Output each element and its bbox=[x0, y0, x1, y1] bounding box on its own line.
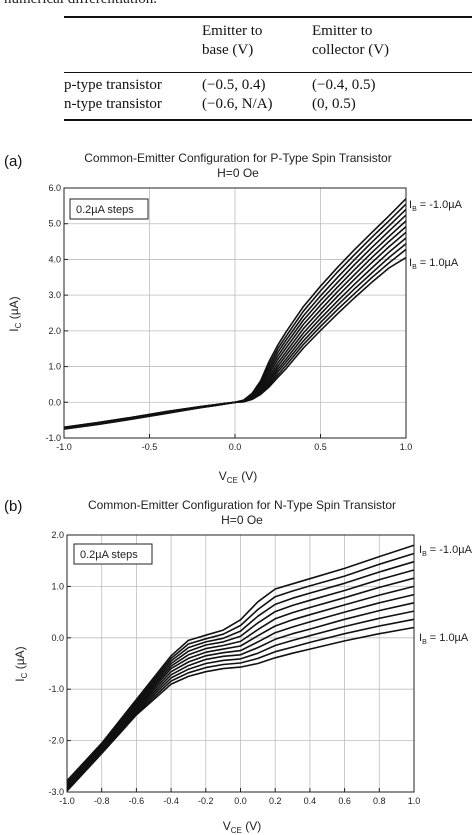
header-collector-line1: Emitter to bbox=[312, 23, 373, 39]
x-tick-label: 1.0 bbox=[400, 442, 413, 452]
chart-b-x-ticks: -1.0 -0.8 -0.6 -0.4 -0.2 0.0 0.2 0.4 0.6 0.8 1.0 bbox=[59, 788, 420, 806]
caption-fragment: numerical differentiation. bbox=[4, 0, 157, 8]
x-tick-label: 0.6 bbox=[338, 796, 351, 806]
chart-b-subtitle: H=0 Oe bbox=[221, 513, 263, 527]
y-tick-label: 2.0 bbox=[51, 530, 64, 540]
series-line-3 bbox=[66, 569, 415, 785]
header-base-line1: Emitter to bbox=[202, 23, 263, 39]
x-tick-label: 0.0 bbox=[229, 442, 242, 452]
table-bottom-rule bbox=[64, 119, 472, 121]
series-line-2 bbox=[66, 560, 415, 784]
chart-a-annotation-box bbox=[69, 198, 149, 220]
y-tick-label: -1.0 bbox=[45, 433, 61, 443]
x-tick-label: -0.4 bbox=[163, 796, 179, 806]
chart-a-annotation-text: 0.2µA steps bbox=[76, 204, 134, 216]
chart-b-y-ticks: -3.0 -2.0 -1.0 0.0 1.0 2.0 bbox=[48, 530, 71, 797]
chart-b-annotation: 0.2µA steps bbox=[73, 543, 153, 565]
chart-a-curve-label-top: IB = -1.0µA bbox=[409, 199, 463, 213]
row-n-base: (−0.6, N/A) bbox=[202, 96, 273, 112]
chart-a-series bbox=[63, 198, 407, 430]
row-n-label: n-type transistor bbox=[64, 96, 162, 112]
x-tick-label: -1.0 bbox=[56, 442, 72, 452]
chart-a-annotation: 0.2µA steps bbox=[69, 198, 149, 220]
y-tick-label: -3.0 bbox=[48, 787, 64, 797]
chart-a-curve-label-bottom: IB = 1.0µA bbox=[409, 257, 459, 271]
chart-a-subtitle: H=0 Oe bbox=[217, 166, 259, 180]
series-line-7 bbox=[66, 602, 415, 789]
chart-b-curve-label-bottom: IB = 1.0µA bbox=[419, 632, 469, 646]
chart-a-xlabel: VCE (V) bbox=[219, 469, 257, 485]
series-line-6 bbox=[66, 593, 415, 788]
series-line-5 bbox=[66, 585, 415, 787]
series-line-4 bbox=[66, 577, 415, 786]
table-top-rule bbox=[64, 16, 472, 18]
chart-b-ylabel: IC (µA) bbox=[13, 646, 29, 681]
y-tick-label: 0.0 bbox=[51, 633, 64, 643]
x-tick-label: 0.0 bbox=[234, 796, 247, 806]
row-p-base: (−0.5, 0.4) bbox=[202, 77, 266, 93]
y-tick-label: -1.0 bbox=[48, 684, 64, 694]
chart-a-title: Common-Emitter Configuration for P-Type … bbox=[84, 151, 391, 165]
chart-b-title: Common-Emitter Configuration for N-Type … bbox=[88, 498, 396, 512]
y-tick-label: 5.0 bbox=[48, 219, 61, 229]
chart-a-ylabel: IC (µA) bbox=[7, 296, 23, 331]
series-line-10 bbox=[66, 626, 415, 792]
y-tick-label: 4.0 bbox=[48, 254, 61, 264]
y-tick-label: 1.0 bbox=[48, 362, 61, 372]
series-line-10 bbox=[63, 256, 407, 430]
y-tick-label: 3.0 bbox=[48, 290, 61, 300]
series-line-1 bbox=[66, 552, 415, 783]
chart-b-annotation-box bbox=[73, 543, 153, 565]
chart-a-x-ticks: -1.0 -0.5 0.0 0.5 1.0 bbox=[56, 434, 412, 452]
x-tick-label: -0.2 bbox=[198, 796, 214, 806]
chart-b-xlabel: VCE (V) bbox=[223, 819, 261, 835]
table-mid-rule bbox=[64, 72, 472, 73]
x-tick-label: 0.4 bbox=[304, 796, 317, 806]
header-base-line2: base (V) bbox=[202, 42, 254, 58]
chart-a-y-ticks: -1.0 0.0 1.0 2.0 3.0 4.0 5.0 6.0 bbox=[45, 183, 68, 443]
chart-b-annotation-text: 0.2µA steps bbox=[80, 549, 138, 561]
series-line-8 bbox=[66, 610, 415, 790]
series-line-0 bbox=[66, 544, 415, 782]
y-tick-label: 6.0 bbox=[48, 183, 61, 193]
y-tick-label: -2.0 bbox=[48, 736, 64, 746]
x-tick-label: 0.8 bbox=[373, 796, 386, 806]
x-tick-label: 0.2 bbox=[269, 796, 282, 806]
y-tick-label: 2.0 bbox=[48, 326, 61, 336]
row-p-collector: (−0.4, 0.5) bbox=[312, 77, 376, 93]
x-tick-label: -1.0 bbox=[59, 796, 75, 806]
x-tick-label: -0.8 bbox=[94, 796, 110, 806]
panel-label-b: (b) bbox=[4, 498, 23, 515]
panel-label-a: (a) bbox=[4, 153, 23, 170]
x-tick-label: 0.5 bbox=[314, 442, 327, 452]
chart-b-series bbox=[66, 544, 415, 792]
chart-b-curve-label-top: IB = -1.0µA bbox=[419, 544, 473, 558]
row-n-collector: (0, 0.5) bbox=[312, 96, 356, 112]
header-collector-line2: collector (V) bbox=[312, 42, 390, 58]
series-line-9 bbox=[66, 618, 415, 791]
x-tick-label: -0.6 bbox=[129, 796, 145, 806]
row-p-label: p-type transistor bbox=[64, 77, 162, 93]
x-tick-label: 1.0 bbox=[408, 796, 421, 806]
x-tick-label: -0.5 bbox=[142, 442, 158, 452]
y-tick-label: 0.0 bbox=[48, 397, 61, 407]
y-tick-label: 1.0 bbox=[51, 581, 64, 591]
